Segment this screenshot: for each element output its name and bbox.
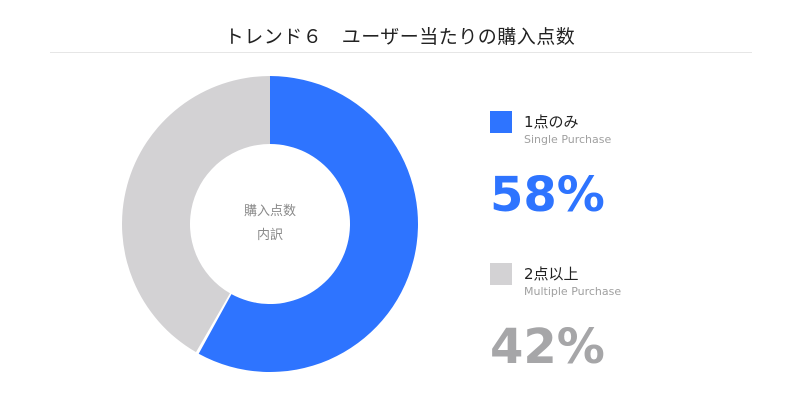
legend-swatch-multiple [490,263,512,285]
donut-center-label: 購入点数 内訳 [195,200,345,248]
center-label-line-2: 内訳 [256,228,283,243]
legend-label-multiple: 2点以上 [524,265,579,283]
donut-slice-multiple [122,76,271,353]
chart-title: トレンド６ ユーザー当たりの購入点数 [224,26,576,48]
legend-percent-multiple: 42% [490,319,605,375]
center-label-line-1: 購入点数 [243,204,296,219]
legend-subtitle-multiple: Multiple Purchase [524,285,622,298]
legend-label-single: 1点のみ [524,113,579,131]
donut-slice-single [198,76,418,372]
legend-subtitle-single: Single Purchase [524,133,612,146]
title-divider [50,52,752,53]
legend-percent-single: 58% [490,167,605,223]
legend-swatch-single [490,111,512,133]
